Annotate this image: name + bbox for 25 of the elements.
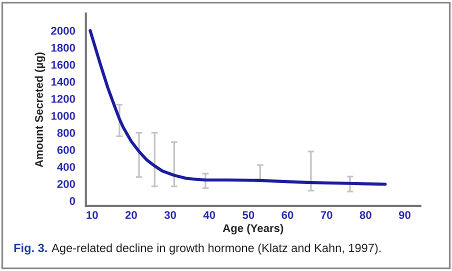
x-tick-label: 40	[203, 211, 216, 219]
line-series	[88, 29, 387, 186]
y-tick-label: 600	[57, 146, 76, 154]
y-tick-label: 1800	[51, 44, 76, 52]
y-tick-label: 2000	[51, 26, 76, 35]
y-tick-label: 200	[57, 180, 76, 188]
x-tick-label: 20	[125, 211, 137, 219]
y-tick-label: 1000	[51, 112, 76, 120]
x-tick-label: 10	[86, 211, 98, 219]
y-tick-label: 1200	[51, 94, 76, 103]
y-tick-label: 1600	[51, 60, 76, 69]
x-axis-title: Age (Years)	[222, 224, 284, 234]
x-tick-label: 50	[242, 211, 254, 219]
caption: Fig. 3.	[14, 243, 47, 255]
y-axis-title: Amount Secreted (µg)	[34, 52, 46, 168]
y-tick-label: 800	[57, 129, 76, 137]
y-tick-label: 1400	[51, 78, 76, 86]
text: Age-related decline in growth hormone (Klatz and Kahn, 1997).	[52, 243, 381, 254]
y-tick-label: 400	[57, 163, 76, 171]
x-tick-label: 90	[398, 211, 410, 219]
y-tick-label: 0	[70, 197, 76, 205]
x-tick-label: 70	[320, 211, 332, 219]
x-tick-label: 30	[164, 211, 176, 219]
x-tick-label: 80	[360, 211, 372, 219]
x-tick-label: 60	[282, 211, 294, 219]
